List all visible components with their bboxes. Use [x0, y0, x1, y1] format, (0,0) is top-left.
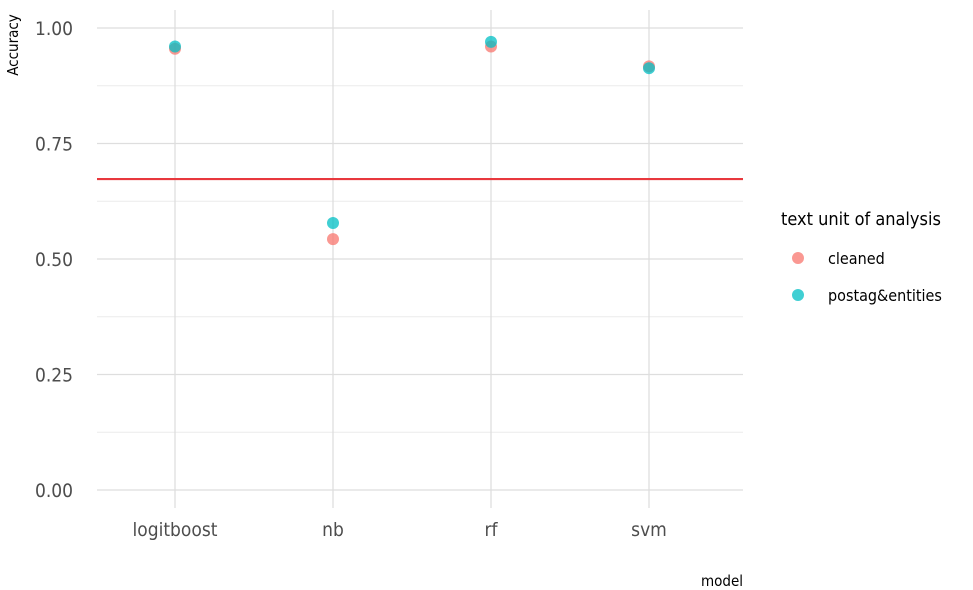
x-axis-title: model: [701, 572, 743, 590]
legend-label: postag&entities: [828, 286, 942, 305]
data-point-cleaned: [327, 233, 339, 246]
legend-title: text unit of analysis: [781, 209, 941, 230]
y-tick-label: 0.50: [35, 249, 73, 271]
x-tick-label: nb: [322, 519, 344, 541]
y-axis-ticks: 0.00 0.25 0.50 0.75 1.00: [35, 18, 73, 502]
y-axis-title: Accuracy: [4, 14, 22, 76]
y-tick-label: 0.25: [35, 365, 73, 387]
x-axis-ticks: logitboost nb rf svm: [133, 519, 667, 541]
legend: text unit of analysis cleaned postag&enti…: [781, 209, 942, 305]
x-tick-label: rf: [484, 519, 498, 541]
y-tick-label: 0.75: [35, 134, 73, 156]
data-point-postag-entities: [169, 40, 181, 53]
y-tick-label: 0.00: [35, 480, 73, 502]
grid: [97, 10, 743, 508]
x-tick-label: logitboost: [133, 519, 218, 541]
legend-label: cleaned: [828, 249, 885, 268]
y-tick-label: 1.00: [35, 18, 73, 40]
legend-key: [792, 289, 804, 301]
legend-key: [792, 252, 804, 264]
data-point-postag-entities: [485, 35, 497, 48]
x-tick-label: svm: [631, 519, 667, 541]
data-point-postag-entities: [327, 216, 339, 229]
data-points: [169, 35, 655, 246]
data-point-postag-entities: [643, 62, 655, 75]
